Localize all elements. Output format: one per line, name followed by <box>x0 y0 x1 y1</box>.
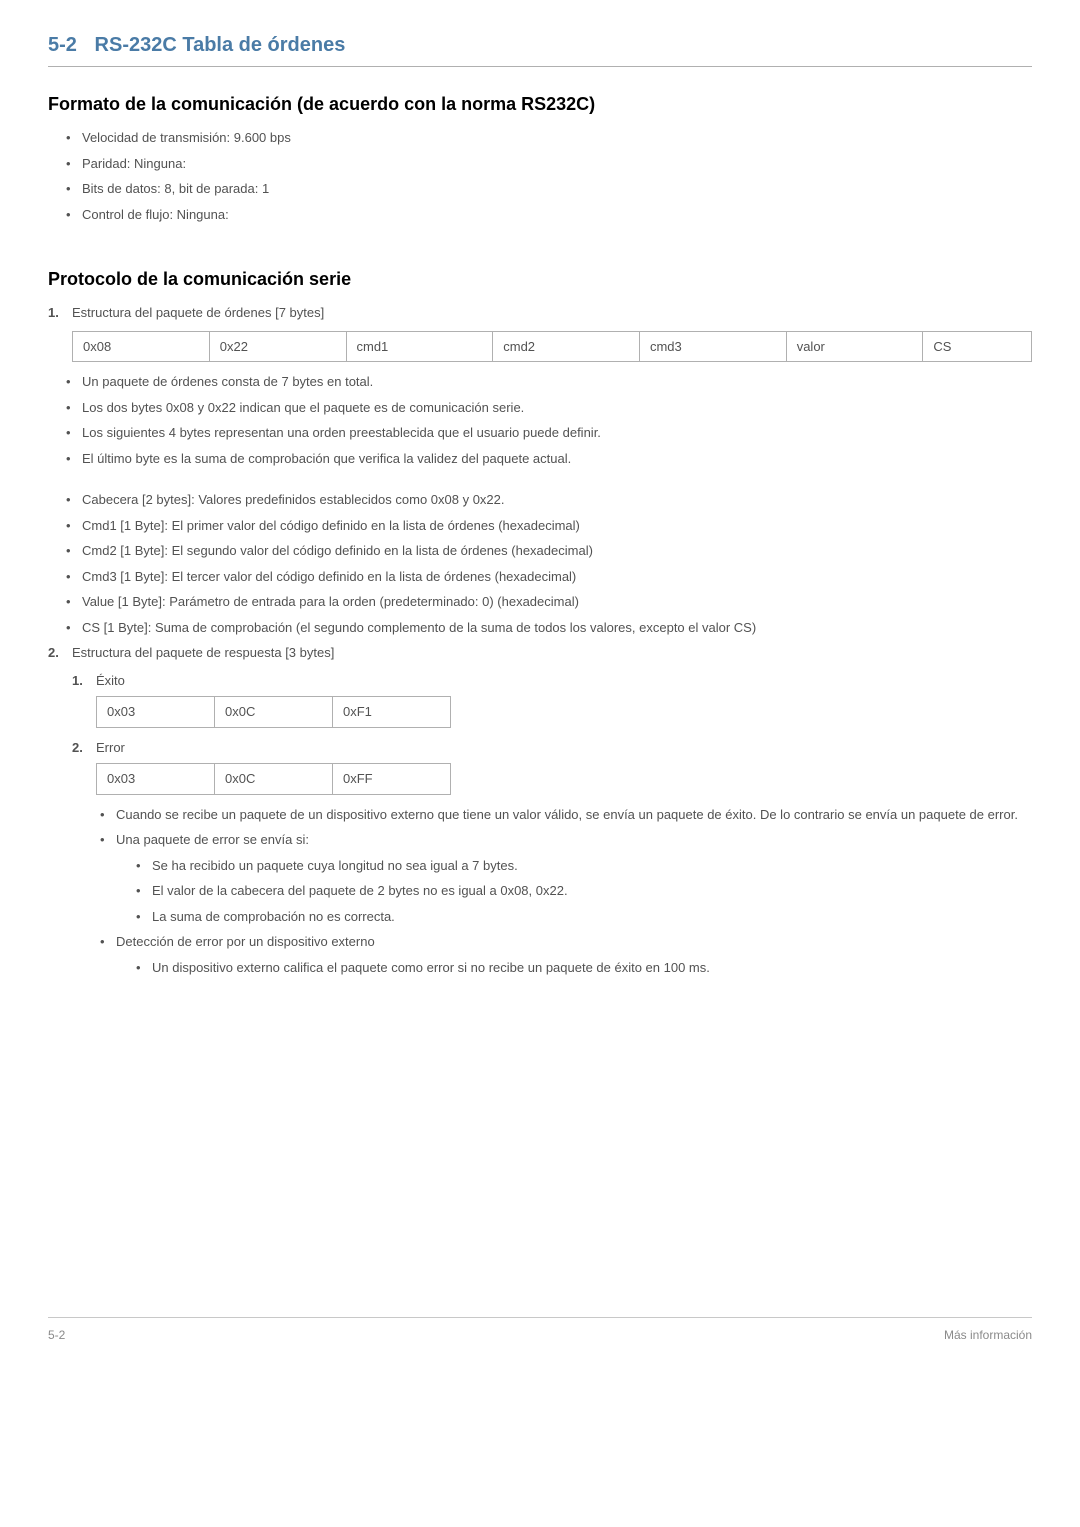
bullet-item: Se ha recibido un paquete cuya longitud … <box>136 856 1032 876</box>
bullet-item: Cabecera [2 bytes]: Valores predefinidos… <box>66 490 1032 510</box>
bullet-item: La suma de comprobación no es correcta. <box>136 907 1032 927</box>
protocol-title: Protocolo de la comunicación serie <box>48 266 1032 293</box>
bullet-item: Velocidad de transmisión: 9.600 bps <box>66 128 1032 148</box>
error-conditions: Se ha recibido un paquete cuya longitud … <box>116 856 1032 927</box>
table-cell: CS <box>923 331 1032 362</box>
footer-left: 5-2 <box>48 1326 65 1344</box>
error-table: 0x03 0x0C 0xFF <box>96 763 451 795</box>
protocol-item-1: 1. Estructura del paquete de órdenes [7 … <box>48 303 1032 323</box>
table-cell: cmd3 <box>639 331 786 362</box>
table-cell: 0x03 <box>97 764 215 795</box>
table-cell: 0xF1 <box>333 697 451 728</box>
item-number: 2. <box>48 643 59 663</box>
sub-number: 1. <box>72 671 83 691</box>
bullet-item: Cmd2 [1 Byte]: El segundo valor del códi… <box>66 541 1032 561</box>
bullet-item: Cmd3 [1 Byte]: El tercer valor del códig… <box>66 567 1032 587</box>
bullet-text: Una paquete de error se envía si: <box>116 832 309 847</box>
bullet-item: Bits de datos: 8, bit de parada: 1 <box>66 179 1032 199</box>
bullet-item: Paridad: Ninguna: <box>66 154 1032 174</box>
bullet-item: Los dos bytes 0x08 y 0x22 indican que el… <box>66 398 1032 418</box>
protocol-item-2: 2. Estructura del paquete de respuesta [… <box>48 643 1032 977</box>
protocol-list: 1. Estructura del paquete de órdenes [7 … <box>48 303 1032 323</box>
table-cell: 0xFF <box>333 764 451 795</box>
error-explanation: Cuando se recibe un paquete de un dispos… <box>96 805 1032 978</box>
section-number: 5-2 <box>48 34 77 56</box>
sub-number: 2. <box>72 738 83 758</box>
packet-description-b: Cabecera [2 bytes]: Valores predefinidos… <box>48 490 1032 637</box>
bullet-text: Detección de error por un dispositivo ex… <box>116 934 375 949</box>
page-footer: 5-2 Más información <box>48 1317 1032 1344</box>
success-table: 0x03 0x0C 0xF1 <box>96 696 451 728</box>
error-detection-sub: Un dispositivo externo califica el paque… <box>116 958 1032 978</box>
item-text: Estructura del paquete de respuesta [3 b… <box>72 645 334 660</box>
table-cell: 0x0C <box>215 697 333 728</box>
sub-text: Éxito <box>96 673 125 688</box>
table-cell: 0x03 <box>97 697 215 728</box>
response-success: 1. Éxito 0x03 0x0C 0xF1 <box>72 671 1032 728</box>
table-cell: cmd2 <box>493 331 640 362</box>
section-title: RS-232C Tabla de órdenes <box>95 34 346 56</box>
bullet-item: Una paquete de error se envía si: Se ha … <box>100 830 1032 926</box>
bullet-item: El valor de la cabecera del paquete de 2… <box>136 881 1032 901</box>
response-error: 2. Error 0x03 0x0C 0xFF Cuando se recibe… <box>72 738 1032 978</box>
protocol-list-2: 2. Estructura del paquete de respuesta [… <box>48 643 1032 977</box>
bullet-item: El último byte es la suma de comprobació… <box>66 449 1032 469</box>
table-cell: cmd1 <box>346 331 493 362</box>
packet-description-a: Un paquete de órdenes consta de 7 bytes … <box>48 372 1032 468</box>
bullet-item: Cmd1 [1 Byte]: El primer valor del códig… <box>66 516 1032 536</box>
table-cell: 0x0C <box>215 764 333 795</box>
bullet-item: Detección de error por un dispositivo ex… <box>100 932 1032 977</box>
packet-structure-table: 0x08 0x22 cmd1 cmd2 cmd3 valor CS <box>72 331 1032 363</box>
bullet-item: Control de flujo: Ninguna: <box>66 205 1032 225</box>
format-title: Formato de la comunicación (de acuerdo c… <box>48 91 1032 118</box>
format-bullets: Velocidad de transmisión: 9.600 bps Pari… <box>48 128 1032 224</box>
bullet-item: Value [1 Byte]: Parámetro de entrada par… <box>66 592 1032 612</box>
bullet-item: CS [1 Byte]: Suma de comprobación (el se… <box>66 618 1032 638</box>
table-cell: 0x08 <box>73 331 210 362</box>
table-cell: 0x22 <box>209 331 346 362</box>
table-cell: valor <box>786 331 923 362</box>
bullet-item: Los siguientes 4 bytes representan una o… <box>66 423 1032 443</box>
item-text: Estructura del paquete de órdenes [7 byt… <box>72 305 324 320</box>
bullet-item: Un dispositivo externo califica el paque… <box>136 958 1032 978</box>
bullet-item: Cuando se recibe un paquete de un dispos… <box>100 805 1032 825</box>
bullet-item: Un paquete de órdenes consta de 7 bytes … <box>66 372 1032 392</box>
footer-right: Más información <box>944 1326 1032 1344</box>
sub-text: Error <box>96 740 125 755</box>
item-number: 1. <box>48 303 59 323</box>
section-header: 5-2 RS-232C Tabla de órdenes <box>48 30 1032 67</box>
response-sublist: 1. Éxito 0x03 0x0C 0xF1 2. Error 0x03 0x… <box>72 671 1032 978</box>
